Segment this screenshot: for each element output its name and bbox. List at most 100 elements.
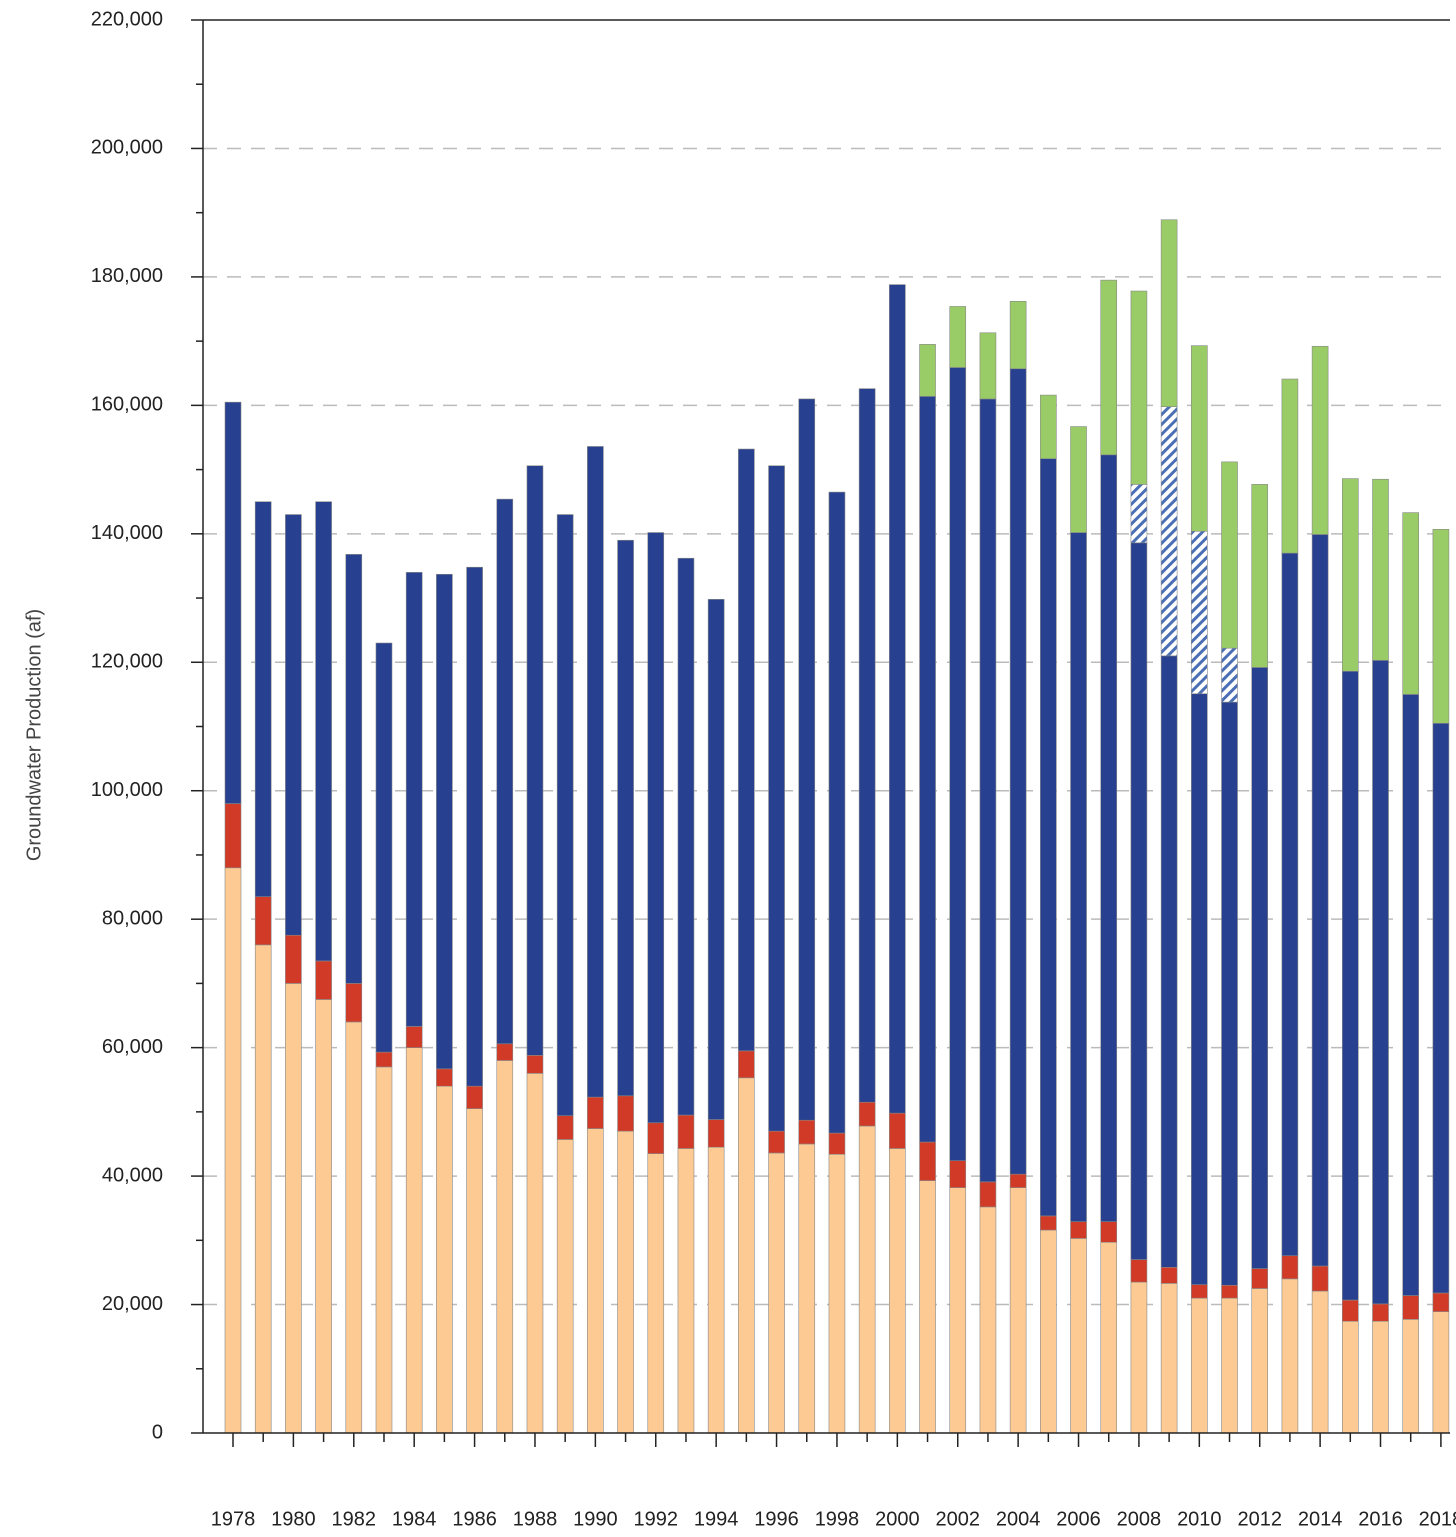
bar-segment: [587, 1128, 604, 1434]
bar-segment: [587, 1096, 604, 1129]
y-tick-label: 160,000: [91, 394, 163, 416]
bar-segment: [889, 1148, 906, 1434]
bar-segment: [919, 344, 936, 397]
bar-segment: [1100, 1221, 1118, 1243]
bar-segment: [949, 1160, 967, 1188]
bar-segment: [254, 501, 272, 898]
x-tick-label: 1986: [452, 1508, 497, 1530]
bar-segment: [496, 1043, 514, 1061]
bar-segment: [224, 867, 242, 1434]
bar-segment: [949, 306, 967, 368]
bar-segment: [828, 491, 846, 1134]
bar-segment: [1100, 279, 1118, 456]
x-tick-label: 2016: [1358, 1508, 1403, 1530]
bar-segment: [1402, 694, 1420, 1296]
y-tick-label: 140,000: [91, 522, 163, 544]
bar-segment: [345, 983, 363, 1023]
bar-segment: [375, 1066, 393, 1434]
x-tick-label: 1980: [271, 1508, 316, 1530]
bar-segment: [1191, 345, 1208, 532]
bar-segment: [1372, 478, 1389, 661]
bar-segment: [1221, 701, 1238, 1286]
bar-segment: [1281, 552, 1299, 1257]
bar-segment: [556, 1115, 574, 1140]
bar-segment: [285, 934, 302, 984]
bar-segment: [617, 539, 634, 1097]
bar-segment: [677, 1114, 695, 1149]
y-tick-label: 20,000: [102, 1293, 163, 1315]
bar-segment: [979, 398, 997, 1183]
bar-segment: [979, 1181, 997, 1208]
bar-segment: [1130, 1259, 1148, 1283]
bar-segment: [707, 1119, 725, 1148]
bar-segment: [707, 599, 725, 1120]
bar-segment: [1311, 1265, 1329, 1292]
bar-segment: [1130, 542, 1148, 1260]
bar-segment: [647, 1153, 665, 1434]
bar-segment: [1070, 532, 1087, 1222]
bar-segment: [647, 532, 665, 1124]
bar-segment: [556, 514, 574, 1117]
y-tick-label: 120,000: [91, 651, 163, 673]
bar-segment: [1311, 1290, 1329, 1434]
bar-segment: [1221, 1297, 1238, 1434]
x-tick-label: 1994: [694, 1508, 739, 1530]
bar-segment: [919, 1141, 936, 1181]
bar-segment: [556, 1139, 574, 1434]
x-tick-label: 1996: [754, 1508, 799, 1530]
bar-segment: [224, 401, 242, 804]
x-tick-label: 2012: [1237, 1508, 1282, 1530]
x-tick-label: 1990: [573, 1508, 618, 1530]
bar-segment: [254, 896, 272, 946]
x-tick-label: 1982: [332, 1508, 377, 1530]
bar-segment: [315, 960, 332, 1000]
bar-segment: [858, 1125, 876, 1434]
bar-segment: [647, 1122, 665, 1154]
bar-segment: [919, 1180, 936, 1434]
bar-segment: [1160, 1266, 1178, 1284]
bar-segment: [677, 557, 695, 1116]
bar-segment: [1160, 655, 1178, 1268]
bar-segment: [949, 367, 967, 1161]
bar-segment: [738, 448, 755, 1052]
bar-segment: [466, 566, 483, 1087]
x-tick-label: 1998: [815, 1508, 860, 1530]
bar-segment: [1432, 1311, 1450, 1434]
x-tick-label: 1984: [392, 1508, 437, 1530]
x-tick-label: 2014: [1298, 1508, 1343, 1530]
bar-segment: [949, 1187, 967, 1434]
bar-segment: [798, 1119, 816, 1145]
bar-segment: [405, 1026, 423, 1048]
bar-segment: [1130, 1281, 1148, 1434]
bar-segment: [1160, 1283, 1178, 1434]
bar-segment: [1009, 301, 1027, 370]
bar-segment: [285, 514, 302, 936]
bar-segment: [315, 501, 332, 962]
bar-segment: [1342, 478, 1359, 672]
bar-segment: [1221, 647, 1238, 703]
x-tick-label: 2018: [1419, 1508, 1456, 1530]
bar-segment: [1191, 693, 1208, 1285]
bar-segment: [375, 642, 393, 1053]
x-tick-label: 1992: [634, 1508, 679, 1530]
bar-segment: [798, 1143, 816, 1434]
bar-segment: [979, 1206, 997, 1434]
bar-segment: [1130, 484, 1148, 544]
bar-segment: [1281, 1255, 1299, 1280]
bar-segment: [1040, 458, 1057, 1217]
bar-segment: [768, 465, 785, 1132]
bar-segment: [768, 1130, 785, 1154]
bar-segment: [1040, 394, 1057, 459]
bar-segment: [889, 1112, 906, 1149]
bar-segment: [1191, 1297, 1208, 1434]
bar-segment: [436, 1085, 453, 1434]
bar-segment: [979, 332, 997, 400]
bar-segment: [1009, 1173, 1027, 1188]
bar-segment: [1402, 1319, 1420, 1434]
bar-segment: [1040, 1229, 1057, 1434]
bar-segment: [405, 572, 423, 1027]
bar-segment: [1221, 461, 1238, 649]
bar-segment: [1160, 406, 1178, 657]
